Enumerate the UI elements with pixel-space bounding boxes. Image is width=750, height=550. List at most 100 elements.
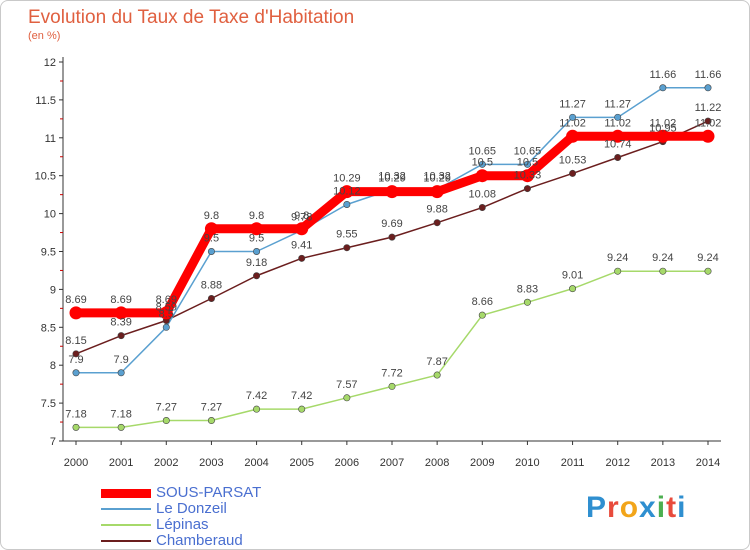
data-label: 9.24 [607,252,628,264]
data-point [207,248,215,256]
data-label: 7.42 [246,390,267,402]
data-label: 8.59 [156,301,177,313]
x-tick-label: 2012 [605,457,629,469]
data-label: 9.24 [697,252,718,264]
legend-item: Le Donzeil [101,501,341,517]
data-point [343,394,351,402]
x-tick-label: 2001 [109,457,133,469]
x-tick-label: 2008 [425,457,449,469]
data-point [388,233,396,241]
data-label: 9.69 [381,218,402,230]
data-point [72,350,80,358]
data-point [159,306,173,320]
legend-swatch [101,524,151,526]
data-label: 9.55 [336,229,357,241]
data-label: 10.29 [333,173,361,185]
data-point [523,185,531,193]
y-tick-label: 12 [44,57,56,69]
data-point [162,417,170,425]
data-label: 9.41 [291,239,312,251]
data-label: 7.9 [68,354,83,366]
data-label: 8.15 [65,335,86,347]
data-label: 8.88 [201,279,222,291]
data-label: 9.5 [249,233,264,245]
data-label: 10.95 [649,123,677,135]
y-tick-label: 11 [45,133,56,145]
data-point [162,323,170,331]
data-point [298,405,306,413]
y-tick-label: 8 [50,360,56,372]
legend-label: Lépinas [156,516,209,533]
data-label: 9.24 [652,252,673,264]
data-point [659,267,667,275]
data-label: 10.29 [423,173,451,185]
data-point [253,272,261,280]
legend-label: Chamberaud [156,532,243,549]
y-tick-label: 7 [50,436,56,448]
x-tick-label: 2007 [380,457,404,469]
data-point [569,169,577,177]
data-point [614,113,622,121]
data-label: 7.18 [65,408,86,420]
data-point [614,267,622,275]
data-label: 9.01 [562,270,583,282]
data-point [656,129,670,143]
y-tick-label: 11.5 [35,95,56,107]
data-label: 8.69 [110,294,131,306]
data-label: 11.66 [649,69,676,81]
data-point [523,160,531,168]
data-point [433,371,441,379]
data-label: 11.27 [604,98,631,110]
data-label: 8.69 [156,294,177,306]
data-point [704,117,712,125]
data-point [704,267,712,275]
data-point [69,306,83,320]
data-point [204,222,218,236]
legend-swatch [101,508,151,510]
x-tick-label: 2014 [696,457,720,469]
y-tick-label: 10 [44,209,56,221]
data-label: 7.18 [110,408,131,420]
data-label: 11.02 [604,117,631,129]
data-point [207,417,215,425]
legend-label: Le Donzeil [156,500,227,517]
x-tick-label: 2013 [651,457,675,469]
data-label: 10.33 [514,170,542,182]
x-tick-label: 2009 [470,457,494,469]
data-point [520,169,534,183]
x-tick-label: 2002 [154,457,178,469]
data-point [340,185,354,199]
data-label: 10.32 [378,170,406,182]
y-tick-label: 8.5 [41,322,56,334]
x-tick-label: 2011 [561,457,585,469]
data-point [114,306,128,320]
y-tick-label: 9.5 [41,247,56,259]
data-point [475,169,489,183]
data-label: 7.42 [291,390,312,402]
data-point [72,423,80,431]
data-point [611,129,625,143]
data-label: 9.8 [249,210,264,222]
data-label: 7.87 [426,356,447,368]
data-point [566,129,580,143]
data-label: 8.83 [517,283,538,295]
data-point [253,248,261,256]
data-point [430,185,444,199]
data-label: 11.66 [695,69,722,81]
x-tick-label: 2003 [199,457,223,469]
x-tick-label: 2006 [335,457,359,469]
data-point [388,382,396,390]
data-point [569,285,577,293]
data-point [614,154,622,162]
data-label: 10.53 [559,154,587,166]
data-label: 10.29 [378,173,406,185]
data-point [523,298,531,306]
data-label: 10.5 [472,157,493,169]
data-label: 9.88 [426,204,447,216]
data-point [117,332,125,340]
y-tick-label: 9 [50,284,56,296]
data-label: 8.66 [472,296,493,308]
data-point [704,84,712,92]
data-label: 10.65 [514,145,542,157]
